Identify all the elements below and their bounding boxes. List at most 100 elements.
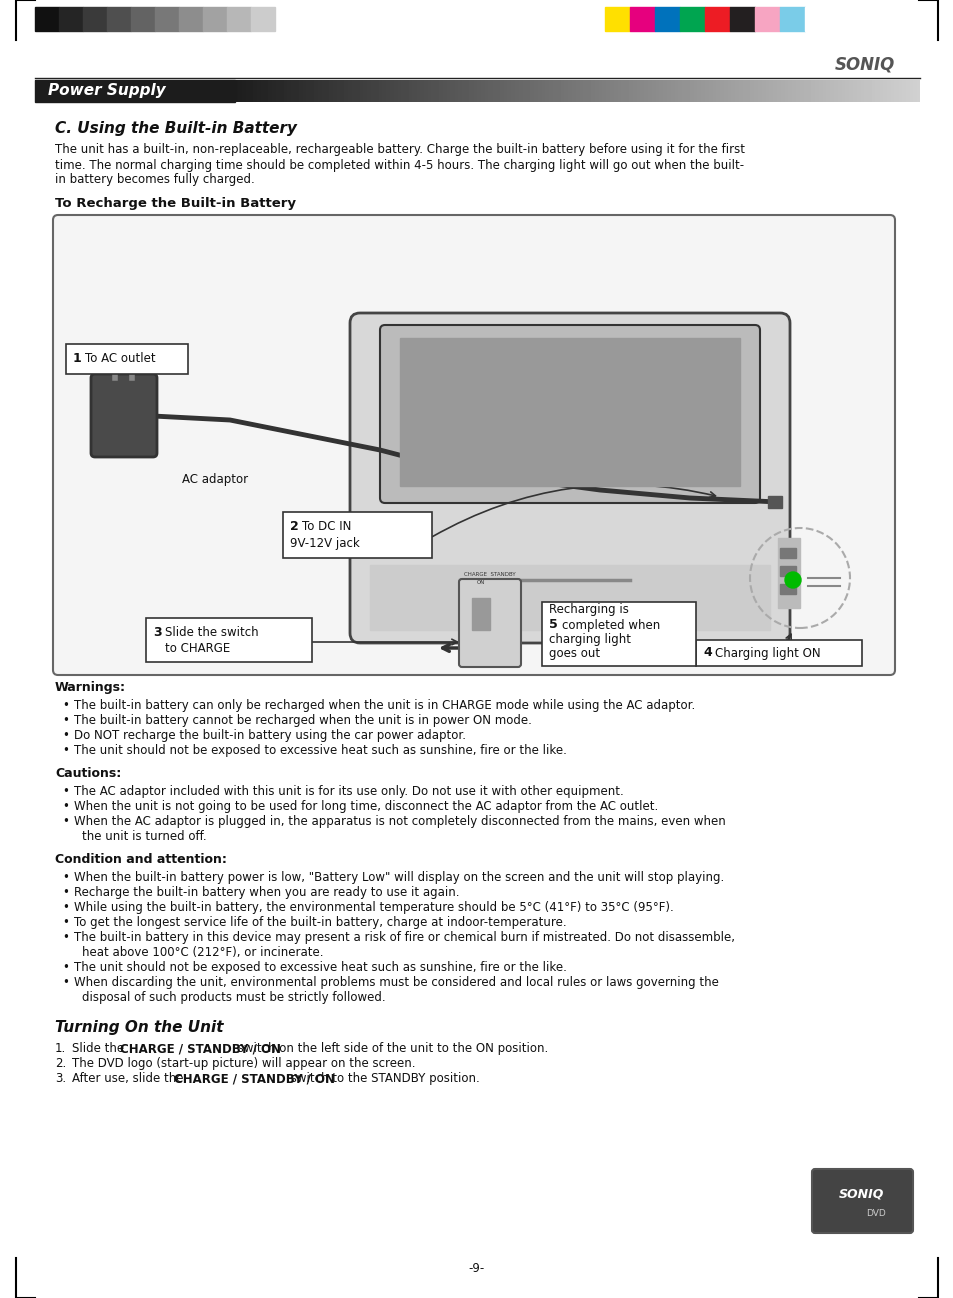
Text: •: •: [62, 901, 69, 914]
Bar: [679, 6, 704, 31]
Text: 4: 4: [702, 646, 711, 659]
Bar: [629, 6, 655, 31]
Text: 5: 5: [548, 619, 558, 632]
Bar: [251, 6, 274, 31]
Bar: [655, 6, 679, 31]
Text: Slide the: Slide the: [71, 1042, 128, 1055]
Text: The built-in battery in this device may present a risk of fire or chemical burn : The built-in battery in this device may …: [74, 931, 734, 944]
Text: charging light: charging light: [548, 633, 630, 646]
Text: goes out: goes out: [548, 648, 599, 661]
Bar: [729, 6, 754, 31]
Text: DVD: DVD: [865, 1210, 885, 1219]
Bar: [780, 584, 795, 594]
Text: 9V-12V jack: 9V-12V jack: [290, 537, 359, 550]
Bar: [754, 6, 780, 31]
Text: •: •: [62, 785, 69, 798]
Bar: [131, 6, 154, 31]
Text: 1: 1: [73, 353, 82, 366]
Bar: [107, 6, 131, 31]
Text: •: •: [62, 871, 69, 884]
Text: Warnings:: Warnings:: [55, 681, 126, 694]
Text: Do NOT recharge the built-in battery using the car power adaptor.: Do NOT recharge the built-in battery usi…: [74, 729, 465, 742]
Bar: [472, 598, 490, 630]
FancyBboxPatch shape: [66, 344, 188, 374]
Text: Slide the switch: Slide the switch: [165, 626, 258, 639]
Bar: [59, 6, 83, 31]
Text: switch to the STANDBY position.: switch to the STANDBY position.: [287, 1072, 479, 1085]
Text: •: •: [62, 887, 69, 900]
Bar: [780, 548, 795, 558]
Bar: [83, 6, 107, 31]
Text: To Recharge the Built-in Battery: To Recharge the Built-in Battery: [55, 196, 295, 209]
Text: 3.: 3.: [55, 1072, 66, 1085]
Text: heat above 100°C (212°F), or incinerate.: heat above 100°C (212°F), or incinerate.: [82, 946, 323, 959]
Text: AC adaptor: AC adaptor: [182, 474, 248, 487]
Text: disposal of such products must be strictly followed.: disposal of such products must be strict…: [82, 990, 385, 1003]
Text: Condition and attention:: Condition and attention:: [55, 853, 227, 866]
Text: Recharge the built-in battery when you are ready to use it again.: Recharge the built-in battery when you a…: [74, 887, 459, 900]
Text: To DC IN: To DC IN: [302, 520, 351, 533]
FancyBboxPatch shape: [91, 374, 157, 457]
Text: The DVD logo (start-up picture) will appear on the screen.: The DVD logo (start-up picture) will app…: [71, 1057, 416, 1070]
Text: Cautions:: Cautions:: [55, 767, 121, 780]
Circle shape: [784, 572, 801, 588]
Text: •: •: [62, 800, 69, 813]
Text: completed when: completed when: [561, 619, 659, 632]
Text: •: •: [62, 976, 69, 989]
Bar: [154, 6, 179, 31]
Text: After use, slide the: After use, slide the: [71, 1072, 187, 1085]
Bar: [35, 80, 234, 103]
Text: CHARGE / STANDBY / ON: CHARGE / STANDBY / ON: [120, 1042, 281, 1055]
Text: The built-in battery cannot be recharged when the unit is in power ON mode.: The built-in battery cannot be recharged…: [74, 714, 532, 727]
Bar: [370, 565, 769, 630]
Text: •: •: [62, 961, 69, 974]
Text: To AC outlet: To AC outlet: [85, 353, 155, 366]
FancyBboxPatch shape: [146, 618, 312, 662]
Text: 2.: 2.: [55, 1057, 66, 1070]
Text: in battery becomes fully charged.: in battery becomes fully charged.: [55, 174, 254, 187]
Text: Power Supply: Power Supply: [48, 83, 166, 99]
Text: •: •: [62, 744, 69, 757]
Bar: [604, 6, 629, 31]
FancyBboxPatch shape: [811, 1169, 912, 1233]
FancyBboxPatch shape: [379, 324, 760, 504]
Bar: [804, 6, 829, 31]
Text: -9-: -9-: [468, 1262, 485, 1275]
Text: The AC adaptor included with this unit is for its use only. Do not use it with o: The AC adaptor included with this unit i…: [74, 785, 623, 798]
Text: •: •: [62, 916, 69, 929]
Text: switch on the left side of the unit to the ON position.: switch on the left side of the unit to t…: [233, 1042, 548, 1055]
Bar: [704, 6, 729, 31]
Text: When the AC adaptor is plugged in, the apparatus is not completely disconnected : When the AC adaptor is plugged in, the a…: [74, 815, 725, 828]
FancyBboxPatch shape: [696, 640, 862, 666]
Text: •: •: [62, 729, 69, 742]
Bar: [203, 6, 227, 31]
Bar: [399, 337, 740, 485]
Text: The unit has a built-in, non-replaceable, rechargeable battery. Charge the built: The unit has a built-in, non-replaceable…: [55, 144, 744, 157]
Text: time. The normal charging time should be completed within 4-5 hours. The chargin: time. The normal charging time should be…: [55, 158, 743, 171]
Bar: [778, 537, 800, 607]
FancyBboxPatch shape: [350, 313, 789, 643]
Text: When the unit is not going to be used for long time, disconnect the AC adaptor f: When the unit is not going to be used fo…: [74, 800, 658, 813]
Text: •: •: [62, 815, 69, 828]
Text: The unit should not be exposed to excessive heat such as sunshine, fire or the l: The unit should not be exposed to excess…: [74, 744, 566, 757]
Text: Charging light ON: Charging light ON: [714, 646, 820, 659]
Bar: [179, 6, 203, 31]
FancyBboxPatch shape: [53, 215, 894, 675]
Bar: [780, 6, 804, 31]
Text: the unit is turned off.: the unit is turned off.: [82, 829, 207, 842]
Text: The unit should not be exposed to excessive heat such as sunshine, fire or the l: The unit should not be exposed to excess…: [74, 961, 566, 974]
Text: When the built-in battery power is low, "Battery Low" will display on the screen: When the built-in battery power is low, …: [74, 871, 723, 884]
Text: While using the built-in battery, the environmental temperature should be 5°C (4: While using the built-in battery, the en…: [74, 901, 673, 914]
Text: When discarding the unit, environmental problems must be considered and local ru: When discarding the unit, environmental …: [74, 976, 719, 989]
FancyBboxPatch shape: [283, 511, 432, 558]
Text: CHARGE / STANDBY / ON: CHARGE / STANDBY / ON: [173, 1072, 335, 1085]
Bar: [767, 496, 781, 508]
Text: CHARGE  STANDBY: CHARGE STANDBY: [463, 571, 515, 576]
Text: 2: 2: [290, 520, 298, 533]
Text: The built-in battery can only be recharged when the unit is in CHARGE mode while: The built-in battery can only be recharg…: [74, 700, 695, 713]
Text: SONIQ: SONIQ: [834, 55, 894, 73]
Text: •: •: [62, 931, 69, 944]
Text: 3: 3: [152, 626, 161, 639]
Text: Recharging is: Recharging is: [548, 604, 628, 617]
Text: to CHARGE: to CHARGE: [165, 641, 230, 654]
